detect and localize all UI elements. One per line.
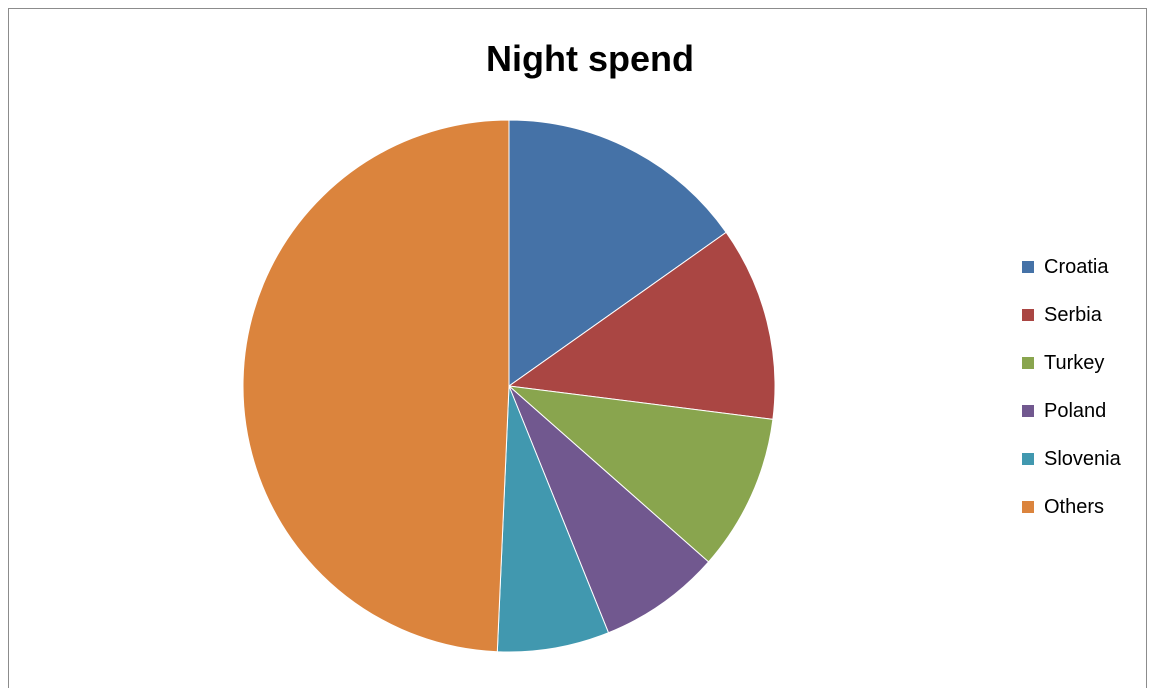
pie-chart	[242, 119, 776, 653]
legend-swatch	[1022, 261, 1034, 273]
legend-swatch	[1022, 501, 1034, 513]
pie-slice-turkey	[507, 385, 774, 563]
legend-swatch	[1022, 357, 1034, 369]
chart-title: Night spend	[486, 38, 694, 79]
pie-slice-serbia	[507, 231, 776, 420]
pie-slice-others	[242, 119, 510, 653]
legend-label: Serbia	[1044, 304, 1102, 326]
pie-slice-croatia	[508, 119, 727, 387]
legend-swatch	[1022, 453, 1034, 465]
pie-slice-slovenia	[496, 385, 610, 653]
legend-label: Poland	[1044, 400, 1107, 422]
legend-swatch	[1022, 309, 1034, 321]
legend-label: Croatia	[1044, 256, 1109, 278]
pie-slice-poland	[508, 385, 710, 634]
chart-frame	[8, 8, 1147, 688]
legend-label: Turkey	[1044, 352, 1105, 374]
legend-label: Slovenia	[1044, 448, 1121, 470]
legend-swatch	[1022, 405, 1034, 417]
legend-label: Others	[1044, 496, 1105, 518]
